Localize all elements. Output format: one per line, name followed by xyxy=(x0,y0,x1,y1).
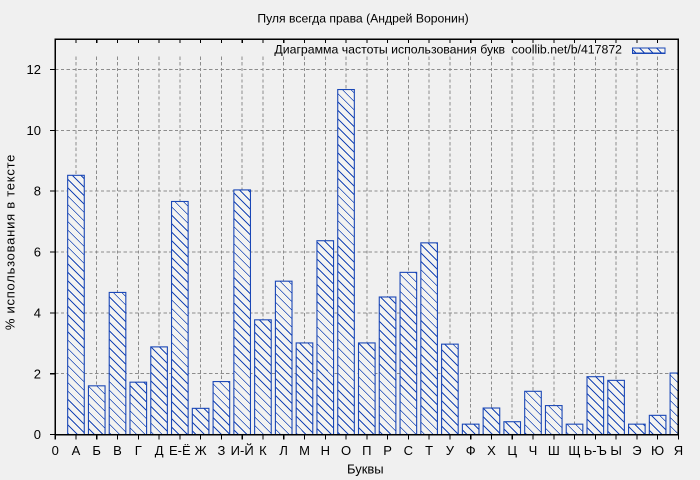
svg-text:О: О xyxy=(341,443,351,458)
svg-text:0: 0 xyxy=(52,443,59,458)
svg-text:Х: Х xyxy=(487,443,496,458)
svg-text:Ж: Ж xyxy=(195,443,207,458)
svg-text:Диаграмма частоты использовани: Диаграмма частоты использования букв coo… xyxy=(274,42,622,56)
svg-text:0: 0 xyxy=(34,427,41,442)
svg-text:Буквы: Буквы xyxy=(347,462,384,477)
svg-text:Я: Я xyxy=(674,443,683,458)
svg-text:З: З xyxy=(217,443,225,458)
svg-text:Ь-Ъ: Ь-Ъ xyxy=(584,443,607,458)
svg-text:% использования в тексте: % использования в тексте xyxy=(3,154,18,330)
svg-text:И-Й: И-Й xyxy=(231,443,254,458)
svg-text:С: С xyxy=(404,443,413,458)
svg-text:Ц: Ц xyxy=(507,443,517,458)
svg-text:Е-Ё: Е-Ё xyxy=(169,443,191,458)
svg-text:Р: Р xyxy=(383,443,392,458)
svg-text:М: М xyxy=(299,443,310,458)
svg-text:Ы: Ы xyxy=(610,443,622,458)
svg-text:2: 2 xyxy=(34,366,41,381)
svg-text:Д: Д xyxy=(155,443,164,458)
svg-text:Щ: Щ xyxy=(568,443,580,458)
svg-text:Ф: Ф xyxy=(466,443,476,458)
svg-text:Пуля всегда права (Андрей Воро: Пуля всегда права (Андрей Воронин) xyxy=(257,12,468,26)
svg-text:10: 10 xyxy=(27,123,41,138)
svg-text:Т: Т xyxy=(425,443,433,458)
svg-text:П: П xyxy=(362,443,371,458)
svg-text:8: 8 xyxy=(34,184,41,199)
svg-text:А: А xyxy=(72,443,81,458)
svg-text:Б: Б xyxy=(92,443,101,458)
svg-text:12: 12 xyxy=(27,62,41,77)
svg-text:К: К xyxy=(259,443,267,458)
svg-text:Г: Г xyxy=(135,443,142,458)
svg-text:Н: Н xyxy=(321,443,330,458)
svg-text:Ю: Ю xyxy=(651,443,664,458)
svg-text:В: В xyxy=(113,443,122,458)
svg-text:Ч: Ч xyxy=(529,443,538,458)
svg-text:Л: Л xyxy=(279,443,288,458)
svg-text:4: 4 xyxy=(34,305,41,320)
svg-text:У: У xyxy=(446,443,455,458)
svg-text:Ш: Ш xyxy=(548,443,560,458)
svg-text:Э: Э xyxy=(632,443,641,458)
svg-text:6: 6 xyxy=(34,245,41,260)
